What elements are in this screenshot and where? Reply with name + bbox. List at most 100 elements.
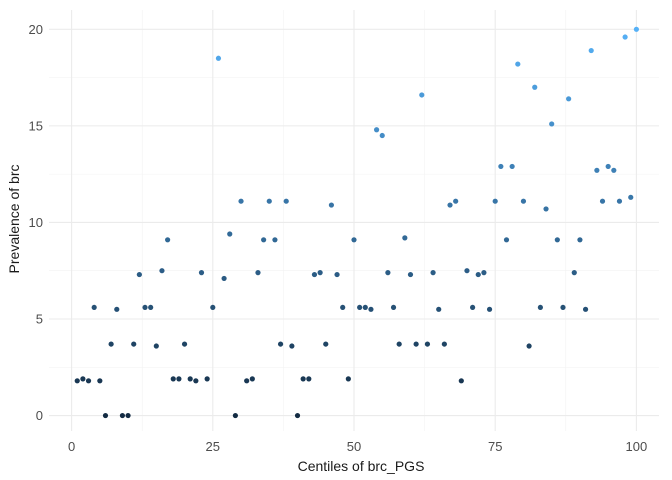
x-tick-label: 0 bbox=[68, 439, 75, 454]
data-point bbox=[413, 341, 419, 347]
data-point bbox=[283, 198, 289, 204]
data-point bbox=[334, 271, 340, 278]
data-point bbox=[503, 237, 510, 243]
data-point bbox=[272, 237, 278, 243]
data-point bbox=[605, 163, 611, 170]
data-point bbox=[453, 198, 459, 204]
data-point bbox=[373, 127, 380, 133]
data-point bbox=[470, 304, 476, 311]
data-point bbox=[419, 92, 425, 98]
x-tick-label: 100 bbox=[626, 439, 648, 454]
y-axis-title: Prevalence of brc bbox=[6, 165, 22, 274]
data-point bbox=[119, 412, 126, 419]
data-point bbox=[85, 378, 92, 384]
data-point bbox=[215, 55, 222, 61]
data-point bbox=[159, 268, 165, 274]
x-tick-label: 25 bbox=[206, 439, 220, 454]
data-point bbox=[532, 84, 538, 90]
data-point bbox=[102, 412, 109, 419]
data-point bbox=[368, 306, 374, 312]
data-point bbox=[543, 206, 549, 212]
data-point bbox=[266, 198, 272, 204]
data-point bbox=[481, 270, 487, 276]
data-point bbox=[362, 304, 368, 311]
data-point bbox=[554, 237, 560, 243]
data-point bbox=[80, 376, 86, 382]
data-point bbox=[436, 306, 442, 312]
data-point bbox=[475, 271, 481, 278]
data-point bbox=[294, 412, 301, 419]
x-tick-label: 50 bbox=[347, 439, 361, 454]
data-point bbox=[633, 26, 640, 32]
data-point bbox=[549, 121, 555, 127]
data-point bbox=[108, 341, 114, 347]
data-point bbox=[328, 202, 335, 208]
data-point bbox=[317, 270, 323, 276]
data-point bbox=[277, 341, 284, 347]
data-point bbox=[526, 343, 532, 349]
data-point bbox=[616, 198, 623, 204]
data-point bbox=[441, 341, 447, 347]
data-point bbox=[379, 132, 385, 139]
data-point bbox=[509, 163, 515, 170]
data-point bbox=[492, 198, 498, 204]
y-tick-label: 20 bbox=[29, 22, 43, 37]
data-point bbox=[622, 34, 628, 40]
y-tick-label: 5 bbox=[36, 311, 43, 326]
data-point bbox=[396, 341, 402, 347]
y-tick-label: 10 bbox=[29, 215, 43, 230]
data-point bbox=[402, 235, 408, 241]
data-point bbox=[520, 198, 527, 204]
data-point bbox=[221, 275, 227, 282]
data-point bbox=[148, 304, 154, 311]
data-point bbox=[232, 412, 238, 419]
data-point bbox=[131, 341, 137, 347]
data-point bbox=[244, 378, 250, 384]
data-point bbox=[176, 376, 182, 382]
data-point bbox=[300, 376, 306, 382]
data-point bbox=[91, 304, 97, 311]
data-point bbox=[351, 237, 357, 243]
data-point bbox=[198, 270, 205, 276]
data-point bbox=[628, 194, 634, 200]
data-point bbox=[340, 304, 346, 311]
data-point bbox=[390, 304, 397, 311]
data-point bbox=[142, 304, 148, 311]
data-point bbox=[385, 270, 391, 276]
data-point bbox=[238, 198, 244, 204]
data-point bbox=[74, 378, 80, 384]
data-point bbox=[577, 237, 583, 243]
data-point bbox=[447, 202, 453, 208]
data-point bbox=[537, 304, 543, 311]
data-point bbox=[611, 167, 617, 173]
data-point bbox=[594, 167, 600, 173]
data-point bbox=[323, 341, 329, 347]
data-point bbox=[153, 343, 159, 349]
data-point bbox=[588, 47, 594, 54]
data-point bbox=[424, 341, 431, 347]
data-point bbox=[430, 270, 436, 276]
data-point bbox=[582, 306, 589, 312]
data-point bbox=[165, 237, 171, 243]
data-point bbox=[599, 198, 606, 204]
data-point bbox=[125, 412, 131, 419]
x-axis-title: Centiles of brc_PGS bbox=[298, 458, 425, 474]
data-point bbox=[498, 163, 504, 170]
data-point bbox=[357, 304, 363, 311]
data-point bbox=[187, 376, 193, 382]
data-point bbox=[210, 304, 216, 311]
data-point bbox=[571, 270, 577, 276]
data-point bbox=[407, 271, 414, 278]
data-point bbox=[170, 376, 176, 382]
data-point bbox=[486, 306, 493, 312]
x-tick-label: 75 bbox=[488, 439, 502, 454]
data-point bbox=[261, 237, 267, 243]
data-point bbox=[193, 378, 199, 384]
data-point bbox=[227, 231, 233, 237]
data-point bbox=[255, 270, 261, 276]
data-point bbox=[97, 378, 103, 384]
data-point bbox=[515, 61, 521, 67]
data-points bbox=[74, 26, 640, 419]
data-point bbox=[114, 306, 120, 312]
